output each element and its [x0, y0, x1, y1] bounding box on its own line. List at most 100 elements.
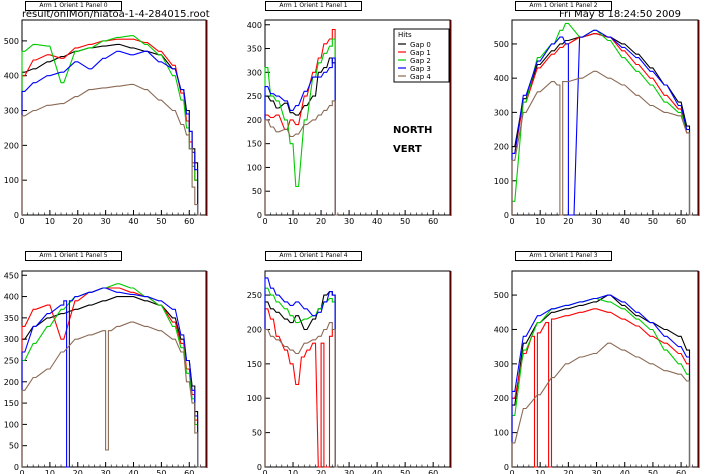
x-tick-label: 50 [156, 469, 166, 474]
series-gap-4 [21, 321, 201, 468]
y-tick-label: 200 [247, 116, 262, 125]
y-tick-label: 0 [257, 211, 262, 220]
y-tick-label: 150 [247, 140, 262, 149]
annotation-vert: VERT [393, 144, 422, 155]
x-tick-label: 40 [372, 217, 382, 226]
y-tick-label: 100 [494, 177, 509, 186]
x-tick-label: 60 [428, 469, 438, 474]
series-gap-1 [511, 33, 693, 216]
x-tick-label: 20 [316, 217, 326, 226]
y-tick-label: 400 [4, 72, 19, 81]
y-tick-label: 400 [247, 21, 262, 30]
x-tick-label: 30 [101, 469, 111, 474]
y-tick-label: 400 [494, 325, 509, 334]
y-tick-label: 300 [4, 107, 19, 116]
series-gap-3 [264, 57, 338, 216]
x-tick-label: 60 [676, 217, 686, 226]
y-tick-label: 200 [4, 378, 19, 387]
y-tick-label: 300 [4, 335, 19, 344]
y-tick-label: 350 [247, 45, 262, 54]
x-tick-label: 10 [535, 469, 545, 474]
legend-title: Hits [398, 31, 412, 39]
x-tick-label: 50 [400, 217, 410, 226]
y-tick-label: 400 [494, 74, 509, 83]
y-tick-label: 200 [494, 394, 509, 403]
y-tick-label: 100 [4, 420, 19, 429]
y-tick-label: 400 [4, 293, 19, 302]
y-tick-label: 500 [494, 40, 509, 49]
series-gap-0 [511, 294, 693, 468]
x-tick-label: 10 [45, 469, 55, 474]
x-tick-label: 30 [591, 469, 601, 474]
panel-3: 0 10 20 30 40 50 60 0 50 100 150 200 250 300 350 400 450 [4, 270, 208, 474]
y-tick-label: 50 [9, 442, 19, 451]
series-gap-1 [21, 287, 201, 468]
series-gap-3 [511, 294, 693, 468]
plot-frame [264, 270, 451, 468]
x-tick-label: 40 [620, 469, 630, 474]
x-tick-label: 50 [648, 469, 658, 474]
x-tick-label: 50 [648, 217, 658, 226]
panel-title-1: Arm 1 Orient 1 Panel 1 [265, 1, 362, 11]
y-tick-label: 300 [494, 360, 509, 369]
panel-0: 0 10 20 30 40 50 60 0 100 200 300 400 500 [4, 19, 208, 226]
series-gap-1 [264, 28, 338, 216]
x-tick-label: 30 [101, 217, 111, 226]
panel-5: 0 10 20 30 40 50 60 0 100 200 300 400 500 [494, 270, 700, 474]
file-label: result/onlMon/hiatoa-1-4-284015.root [22, 9, 210, 20]
y-tick-label: 150 [4, 399, 19, 408]
series-gap-4 [21, 83, 201, 216]
y-tick-label: 200 [4, 141, 19, 150]
series-gap-3 [21, 287, 201, 468]
y-tick-label: 100 [494, 429, 509, 438]
series-gap-1 [21, 38, 201, 216]
legend-entry: Gap 0 [410, 41, 431, 49]
y-tick-label: 300 [247, 68, 262, 77]
panel-title-3: Arm 1 Orient 1 Panel 5 [25, 251, 122, 261]
x-tick-label: 10 [535, 217, 545, 226]
series-gap-3 [511, 29, 693, 216]
y-tick-label: 100 [4, 176, 19, 185]
legend-entry: Gap 1 [410, 49, 431, 57]
x-tick-label: 30 [591, 217, 601, 226]
series-gap-1 [511, 308, 693, 468]
panel-1: 0 10 20 30 40 50 60 0 50 100 150 200 250 300 350 400 [247, 19, 452, 226]
series-gap-2 [264, 287, 338, 468]
series-gap-2 [511, 22, 693, 216]
y-tick-label: 0 [14, 211, 19, 220]
legend-entry: Gap 4 [410, 73, 431, 81]
y-tick-label: 200 [247, 325, 262, 334]
panel-title-2: Arm 1 Orient 1 Panel 2 [515, 1, 612, 11]
x-tick-label: 30 [344, 217, 354, 226]
y-tick-label: 0 [504, 463, 509, 472]
x-tick-label: 40 [372, 469, 382, 474]
panel-title-4: Arm 1 Orient 1 Panel 4 [265, 251, 362, 261]
x-tick-label: 60 [676, 469, 686, 474]
y-tick-label: 250 [247, 92, 262, 101]
x-tick-label: 0 [262, 217, 267, 226]
x-tick-label: 40 [128, 217, 138, 226]
series-gap-2 [21, 35, 201, 216]
panel-2: 0 10 20 30 40 50 60 0 100 200 300 400 500 [494, 19, 700, 226]
y-tick-label: 250 [4, 356, 19, 365]
y-tick-label: 450 [4, 271, 19, 280]
y-tick-label: 100 [247, 163, 262, 172]
y-tick-label: 50 [252, 187, 262, 196]
y-tick-label: 100 [247, 394, 262, 403]
x-tick-label: 60 [428, 217, 438, 226]
panel-title-0: Arm 1 Orient 1 Panel 0 [25, 1, 122, 11]
x-tick-label: 60 [184, 217, 194, 226]
x-tick-label: 50 [156, 217, 166, 226]
legend-entry: Gap 3 [410, 65, 431, 73]
series-gap-0 [264, 57, 338, 216]
x-tick-label: 0 [509, 217, 514, 226]
x-tick-label: 10 [288, 217, 298, 226]
series-gap-0 [264, 291, 338, 468]
x-tick-label: 40 [620, 217, 630, 226]
y-tick-label: 50 [252, 429, 262, 438]
x-tick-label: 10 [288, 469, 298, 474]
y-tick-label: 250 [247, 291, 262, 300]
